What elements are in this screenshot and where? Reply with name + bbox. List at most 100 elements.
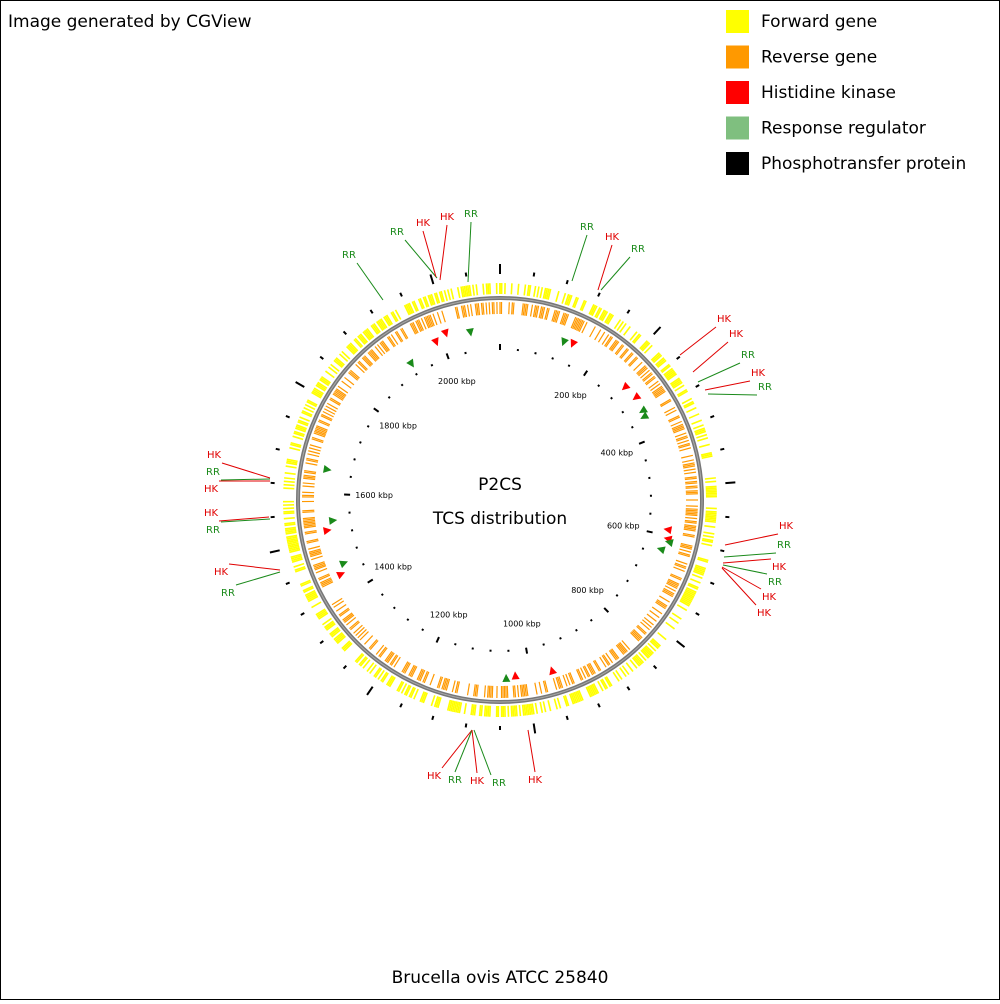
- feature-label: HK: [757, 608, 772, 619]
- feature-label: RR: [342, 250, 356, 261]
- outer-tick: [725, 482, 735, 483]
- forward-gene: [284, 481, 295, 482]
- feature-label: HK: [528, 775, 543, 786]
- outer-tick: [286, 416, 290, 417]
- feature-label: HK: [717, 314, 732, 325]
- feature-label: HK: [779, 521, 794, 532]
- forward-gene: [488, 283, 489, 294]
- reverse-gene: [302, 510, 314, 511]
- ruler-tick: [354, 459, 356, 460]
- forward-gene: [486, 706, 487, 717]
- forward-gene: [284, 485, 295, 486]
- feature-label: RR: [221, 588, 235, 599]
- reverse-gene: [513, 302, 514, 314]
- reverse-gene: [513, 686, 514, 698]
- ruler-tick: [552, 358, 553, 360]
- forward-gene: [705, 478, 716, 479]
- ruler-tick: [455, 643, 456, 645]
- ruler-tick: [569, 365, 570, 367]
- forward-gene: [486, 283, 487, 294]
- forward-gene: [706, 490, 717, 491]
- ruler-tick: [401, 384, 402, 386]
- legend-swatch: [726, 117, 749, 140]
- outer-tick: [720, 449, 724, 450]
- legend-swatch: [726, 81, 749, 104]
- reverse-gene: [512, 302, 513, 314]
- ruler-tick: [543, 644, 544, 646]
- forward-gene: [283, 488, 294, 489]
- reverse-gene: [686, 509, 698, 510]
- ruler-tick: [394, 607, 395, 608]
- feature-label: HK: [204, 484, 219, 495]
- ruler-tick: [598, 385, 599, 387]
- forward-gene: [705, 516, 716, 517]
- feature-label: HK: [214, 567, 229, 578]
- legend-label: Forward gene: [761, 12, 877, 32]
- feature-label: RR: [768, 577, 782, 588]
- feature-label: HK: [605, 232, 620, 243]
- feature-label: RR: [464, 209, 478, 220]
- feature-label: RR: [390, 227, 404, 238]
- feature-label: HK: [427, 771, 442, 782]
- feature-label: RR: [206, 467, 220, 478]
- feature-label: RR: [492, 778, 506, 789]
- feature-label: HK: [470, 776, 485, 787]
- header-title: Image generated by CGView: [8, 12, 252, 32]
- forward-gene: [705, 518, 716, 519]
- outer-tick: [710, 583, 714, 584]
- ruler-label: 1400 kbp: [374, 562, 412, 571]
- feature-label: HK: [416, 218, 431, 229]
- feature-label: RR: [741, 350, 755, 361]
- feature-label: RR: [758, 382, 772, 393]
- legend-swatch: [726, 152, 749, 175]
- ruler-tick: [591, 619, 592, 621]
- ruler-label: 1600 kbp: [355, 491, 393, 500]
- footer-title: Brucella ovis ATCC 25840: [392, 968, 609, 988]
- outer-tick: [466, 723, 467, 727]
- forward-gene: [483, 284, 484, 295]
- feature-label: RR: [580, 222, 594, 233]
- forward-gene: [480, 705, 481, 716]
- reverse-gene: [686, 491, 698, 492]
- ruler-tick: [356, 547, 358, 548]
- forward-gene: [706, 513, 717, 514]
- legend-label: Reverse gene: [761, 48, 877, 68]
- reverse-gene: [491, 686, 492, 698]
- forward-gene: [706, 488, 717, 489]
- feature-label: HK: [772, 562, 787, 573]
- ruler-tick: [431, 364, 432, 366]
- reverse-gene: [686, 486, 698, 487]
- reverse-gene: [686, 488, 698, 489]
- forward-gene: [485, 705, 486, 716]
- ruler-tick: [647, 531, 653, 532]
- center-title: P2CS: [478, 475, 522, 495]
- forward-gene: [706, 511, 717, 512]
- forward-gene: [705, 521, 716, 522]
- reverse-gene: [486, 302, 487, 314]
- forward-gene: [705, 515, 716, 516]
- ruler-tick: [576, 629, 577, 631]
- center-subtitle: TCS distribution: [432, 509, 567, 529]
- ruler-tick: [622, 412, 624, 413]
- ruler-tick: [635, 565, 637, 566]
- ruler-tick: [407, 619, 408, 621]
- ruler-tick: [642, 548, 644, 549]
- outer-tick: [286, 583, 290, 584]
- forward-gene: [515, 705, 516, 716]
- ruler-label: 800 kbp: [571, 586, 604, 595]
- reverse-gene: [302, 512, 314, 513]
- outer-tick: [534, 273, 535, 277]
- feature-label: HK: [207, 450, 222, 461]
- ruler-tick: [362, 564, 364, 565]
- ruler-label: 1000 kbp: [503, 620, 541, 629]
- feature-label: RR: [777, 540, 791, 551]
- reverse-gene: [489, 686, 490, 698]
- forward-gene: [488, 706, 489, 717]
- feature-label: RR: [448, 775, 462, 786]
- feature-label: HK: [440, 212, 455, 223]
- outer-tick: [432, 716, 433, 720]
- outer-tick: [567, 280, 568, 284]
- ruler-tick: [616, 595, 618, 596]
- forward-gene: [283, 513, 294, 514]
